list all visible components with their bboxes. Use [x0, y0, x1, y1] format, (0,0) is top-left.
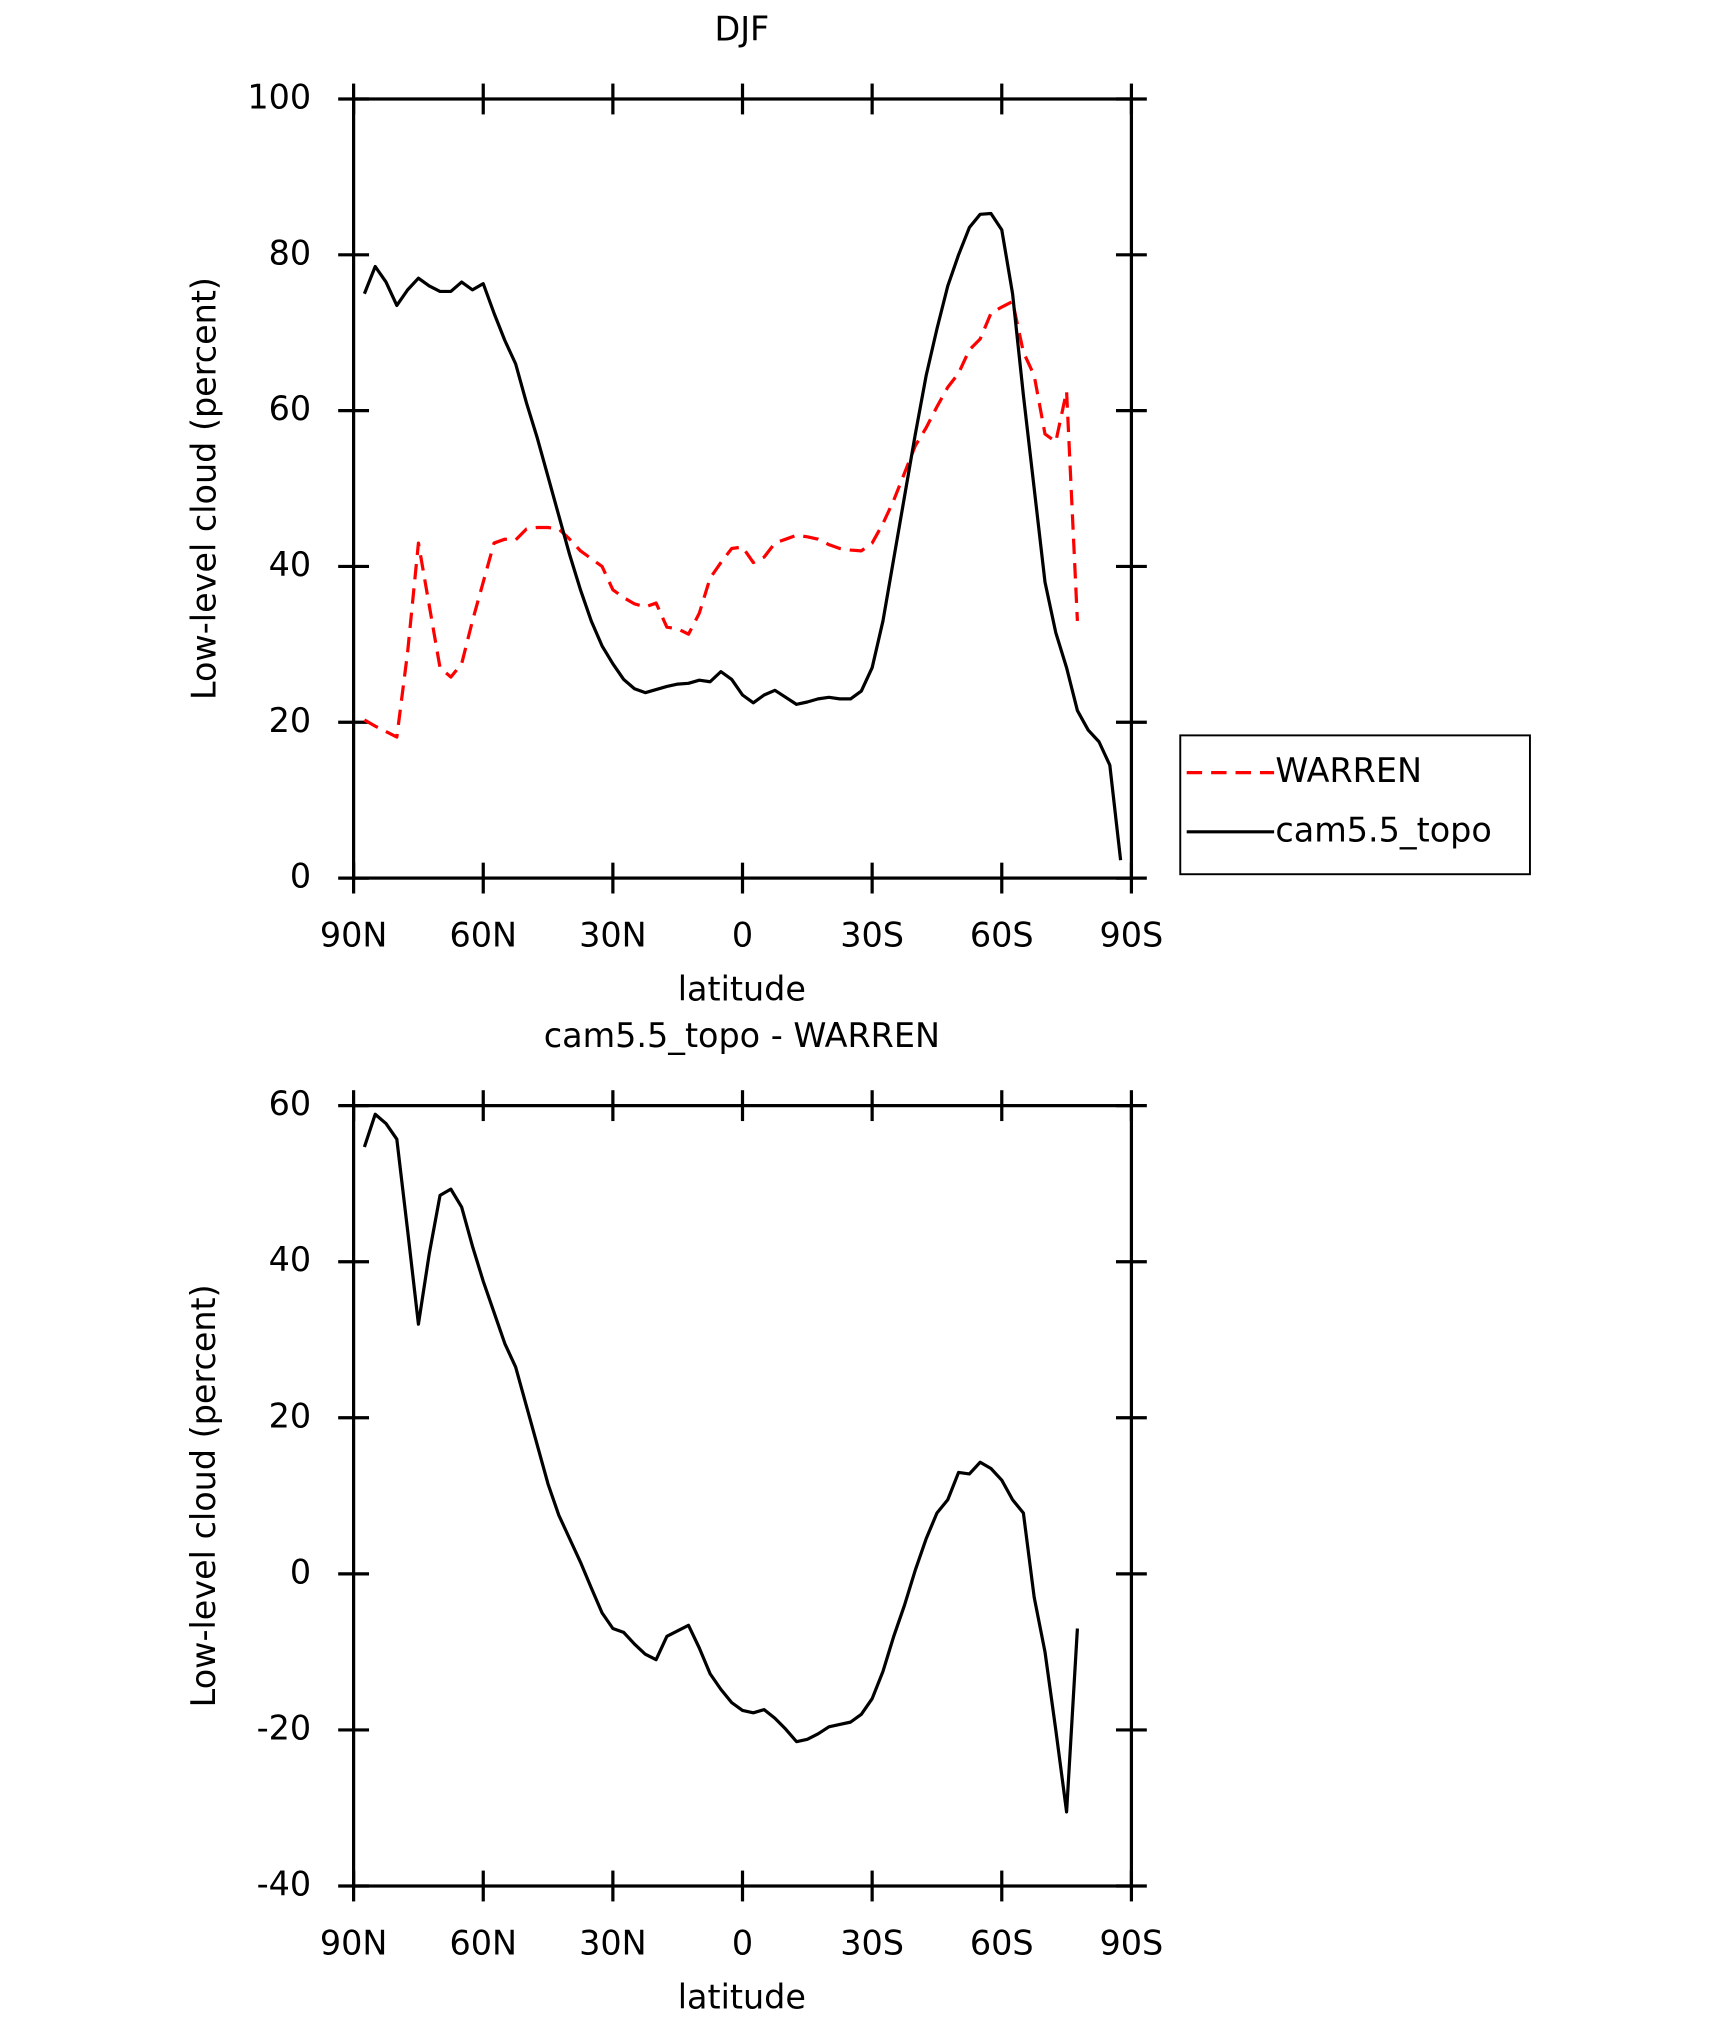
y-tick-label: 0 [290, 1552, 311, 1591]
y-tick-label: 80 [269, 233, 312, 272]
y-axis-label: Low-level cloud (percent) [184, 1284, 223, 1707]
x-tick-label: 90S [1100, 1924, 1164, 1963]
x-tick-label: 30S [840, 1924, 904, 1963]
x-tick-label: 0 [732, 1924, 753, 1963]
legend-label: cam5.5_topo [1275, 810, 1491, 849]
chart-title: DJF [714, 9, 769, 48]
x-tick-label: 90N [320, 1924, 388, 1963]
x-axis-label: latitude [678, 970, 806, 1009]
y-tick-label: -40 [257, 1865, 312, 1904]
y-tick-label: 0 [290, 857, 311, 896]
x-tick-label: 60N [449, 916, 517, 955]
data-line [363, 299, 1080, 739]
x-tick-label: 90S [1100, 916, 1164, 955]
data-line [362, 1112, 1080, 1814]
y-tick-label: 60 [269, 1084, 312, 1123]
x-tick-label: 30N [579, 1924, 647, 1963]
y-tick-label: 60 [269, 389, 312, 428]
y-tick-label: 20 [269, 701, 312, 740]
x-axis-label: latitude [678, 1978, 806, 2017]
plot-frame [351, 97, 1134, 880]
data-line [362, 211, 1123, 861]
x-tick-label: 90N [320, 916, 388, 955]
y-tick-label: 100 [247, 77, 311, 116]
y-tick-label: 40 [269, 545, 312, 584]
legend-label: WARREN [1275, 751, 1422, 790]
x-tick-label: 60S [970, 1924, 1034, 1963]
y-axis-label: Low-level cloud (percent) [184, 277, 223, 700]
x-tick-label: 60S [970, 916, 1034, 955]
x-tick-label: 30N [579, 916, 647, 955]
legend-box [1179, 734, 1531, 876]
y-tick-label: 40 [269, 1240, 312, 1279]
y-tick-label: 20 [269, 1396, 312, 1435]
chart-title: cam5.5_topo - WARREN [544, 1016, 940, 1055]
y-tick-label: -20 [257, 1708, 312, 1747]
x-tick-label: 30S [840, 916, 904, 955]
x-tick-label: 0 [732, 916, 753, 955]
x-tick-label: 60N [449, 1924, 517, 1963]
plot-frame [351, 1104, 1134, 1888]
